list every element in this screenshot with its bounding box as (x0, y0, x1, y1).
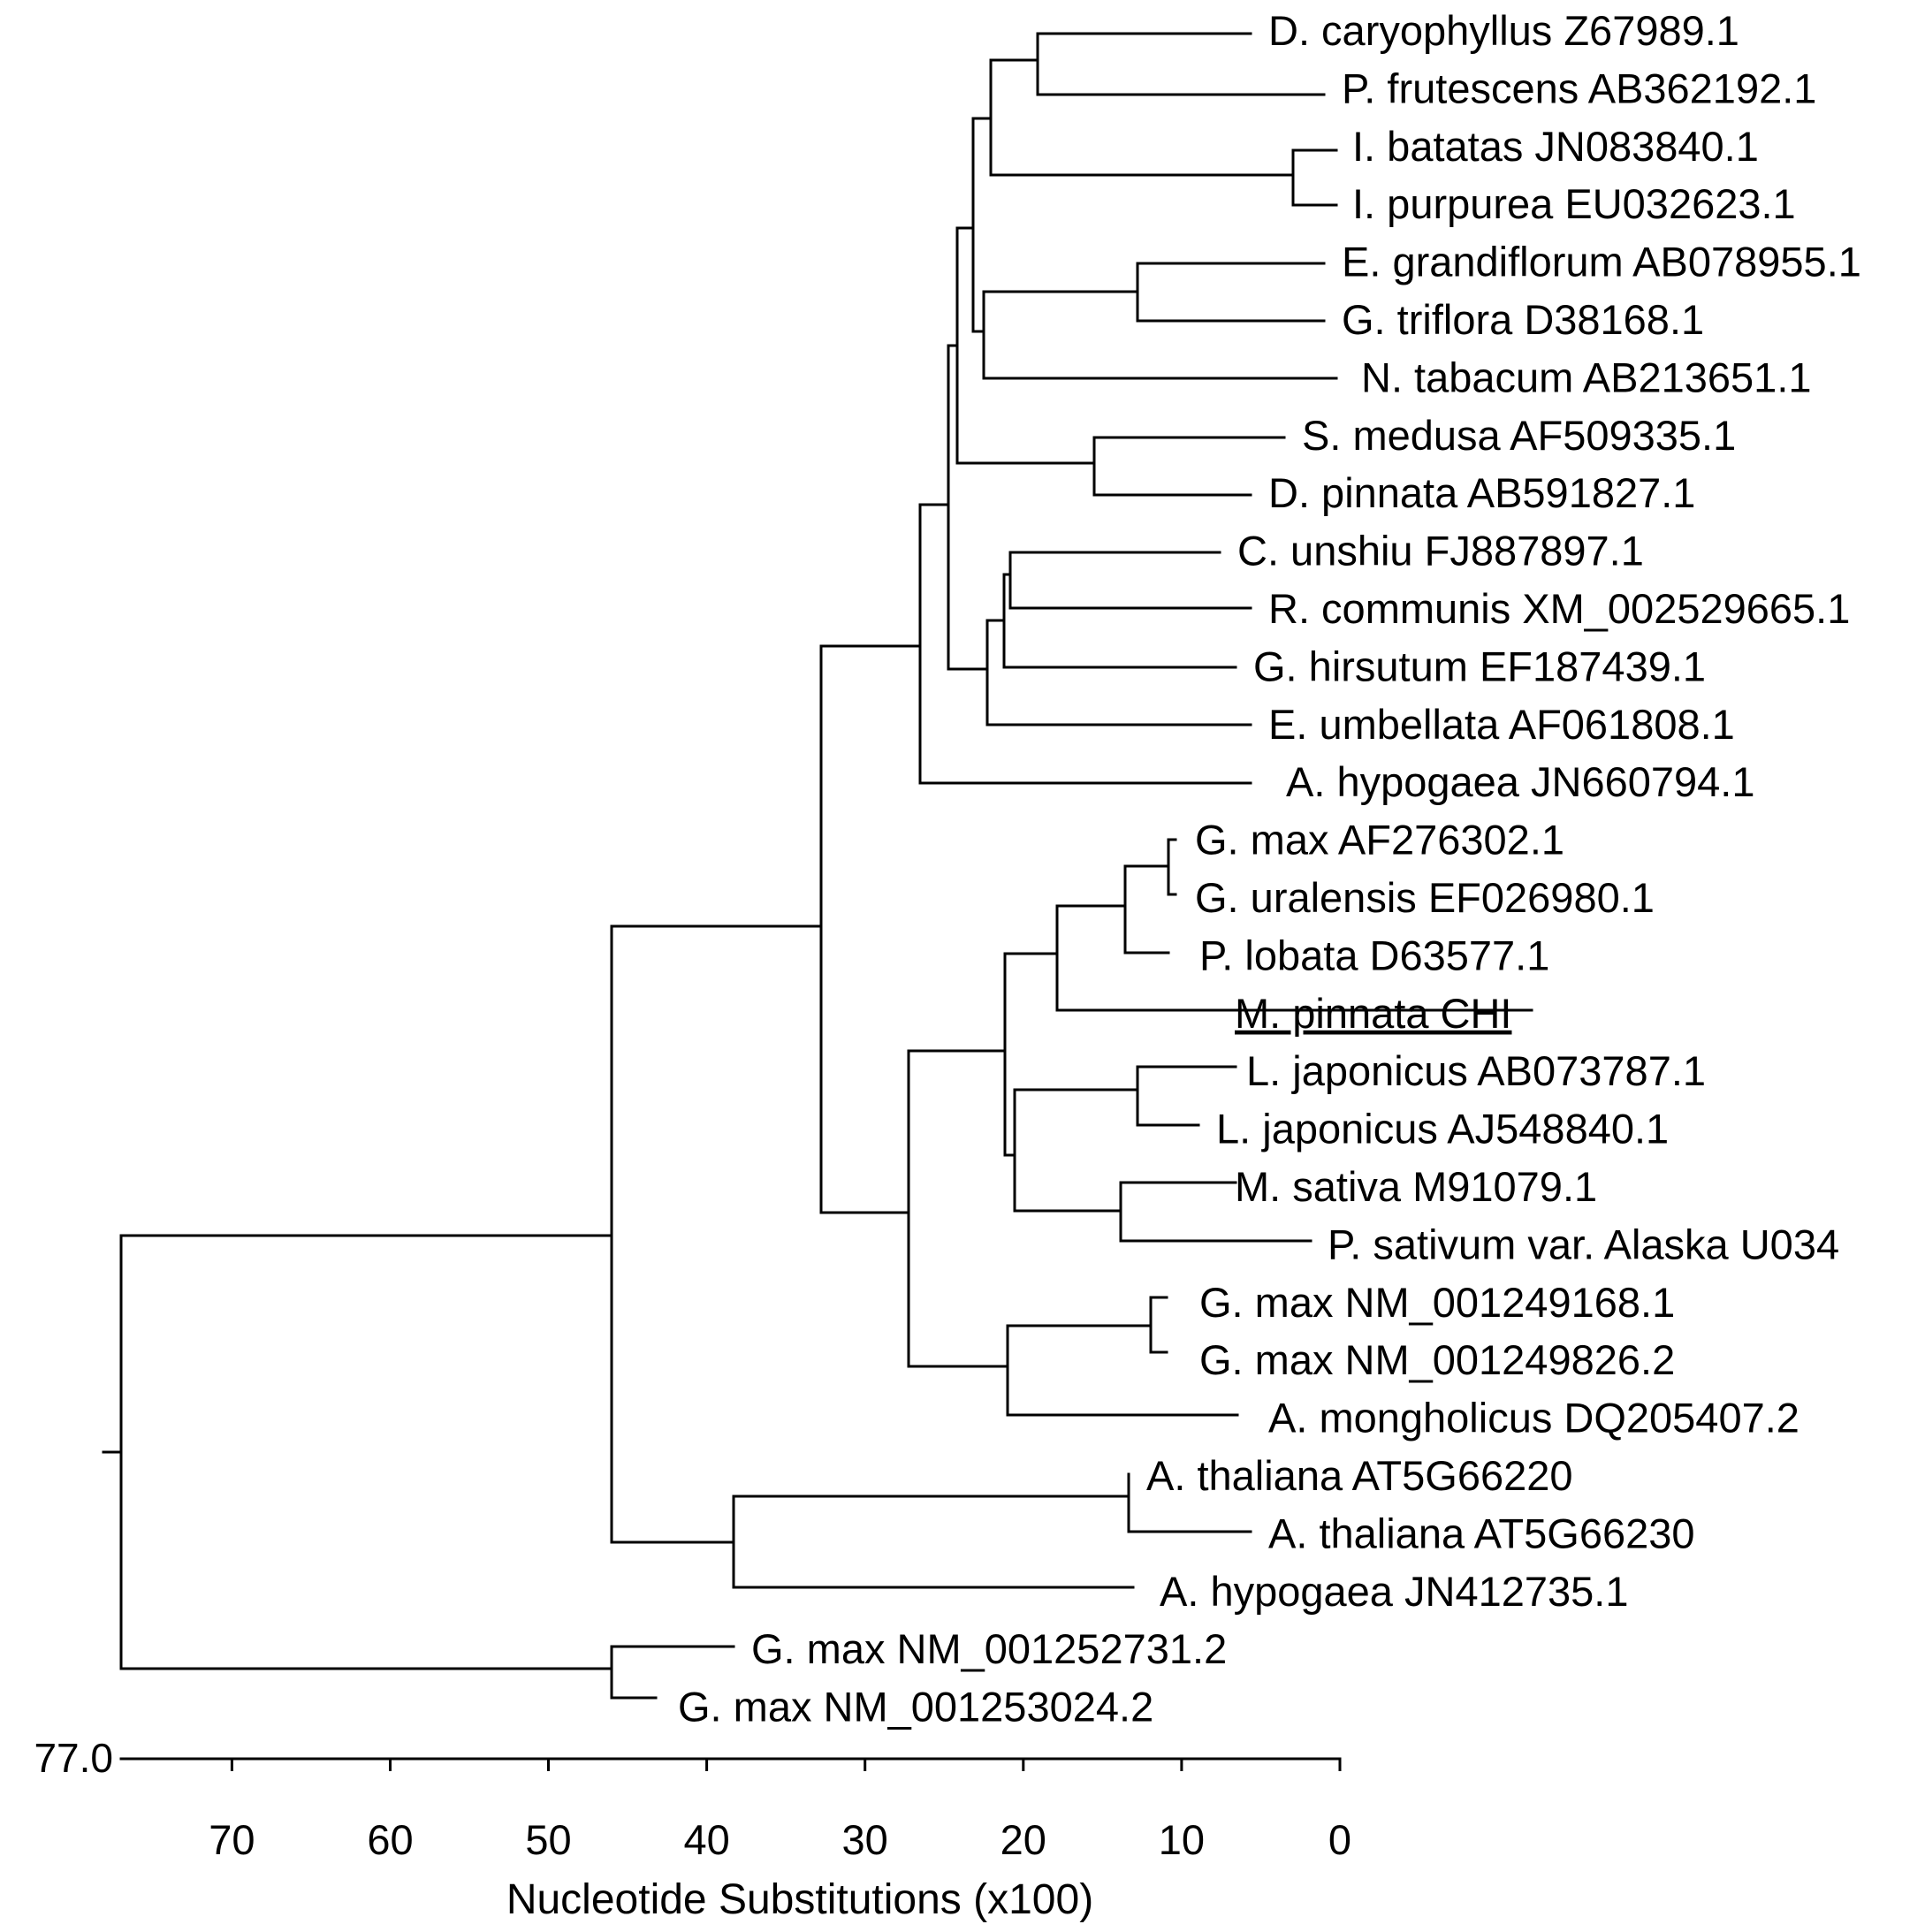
taxon-label: G. uralensis EF026980.1 (1195, 874, 1655, 921)
axis-tick-label: 70 (209, 1816, 255, 1863)
taxon-label: A. hypogaea JN412735.1 (1160, 1568, 1628, 1615)
axis-title: Nucleotide Substitutions (x100) (506, 1876, 1093, 1923)
axis-tick-label: 0 (1328, 1816, 1351, 1863)
taxon-label: M. sativa M91079.1 (1235, 1163, 1597, 1210)
taxon-label: D. pinnata AB591827.1 (1268, 469, 1695, 516)
taxon-label: G. max NM_001249168.1 (1199, 1279, 1675, 1326)
tree-branches (102, 32, 1533, 1700)
axis-tick-label: 10 (1159, 1816, 1205, 1863)
taxon-label: I. batatas JN083840.1 (1352, 123, 1759, 170)
taxon-label: G. max NM_001249826.2 (1199, 1336, 1675, 1383)
axis-tick-label: 40 (683, 1816, 729, 1863)
axis-tick-label: 20 (1001, 1816, 1046, 1863)
scale-axis: 0 10 20 30 40 50 60 70 77.0 Nucleotide Substitu… (34, 1735, 1351, 1923)
taxon-label: G. max AF276302.1 (1195, 817, 1564, 863)
taxon-label: P. frutescens AB362192.1 (1342, 65, 1816, 111)
taxon-label: R. communis XM_002529665.1 (1268, 585, 1850, 632)
taxon-labels: D. caryophyllus Z67989.1 P. frutescens AB… (678, 7, 1861, 1730)
taxon-label: D. caryophyllus Z67989.1 (1268, 7, 1739, 54)
taxon-label: G. triflora D38168.1 (1342, 296, 1704, 343)
taxon-label: G. max NM_001253024.2 (678, 1684, 1153, 1730)
taxon-label: G. hirsutum EF187439.1 (1253, 643, 1706, 689)
taxon-label: L. japonicus AJ548840.1 (1216, 1106, 1669, 1152)
axis-tick-label: 30 (842, 1816, 888, 1863)
taxon-label: A. mongholicus DQ205407.2 (1268, 1395, 1799, 1441)
taxon-label: S. medusa AF509335.1 (1302, 412, 1736, 459)
taxon-label: E. umbellata AF061808.1 (1268, 701, 1735, 748)
taxon-label: M. pinnata CHI (1235, 990, 1511, 1037)
taxon-label: P. lobata D63577.1 (1199, 932, 1549, 978)
taxon-label: L. japonicus AB073787.1 (1246, 1047, 1706, 1094)
axis-tick-label: 60 (367, 1816, 413, 1863)
taxon-label: I. purpurea EU032623.1 (1352, 180, 1796, 227)
axis-root-value: 77.0 (34, 1735, 113, 1781)
axis-tick-label: 50 (525, 1816, 571, 1863)
taxon-label: P. sativum var. Alaska U034 (1328, 1221, 1839, 1267)
taxon-label: C. unshiu FJ887897.1 (1237, 528, 1644, 574)
axis-ticks: 0 10 20 30 40 50 60 70 (209, 1759, 1351, 1863)
taxon-label: A. hypogaea JN660794.1 (1286, 758, 1754, 805)
taxon-label: N. tabacum AB213651.1 (1361, 354, 1812, 400)
taxon-label: G. max NM_001252731.2 (751, 1625, 1227, 1672)
taxon-label: A. thaliana AT5G66230 (1268, 1510, 1695, 1556)
taxon-label: E. grandiflorum AB078955.1 (1342, 239, 1861, 285)
taxon-label: A. thaliana AT5G66220 (1146, 1452, 1573, 1499)
